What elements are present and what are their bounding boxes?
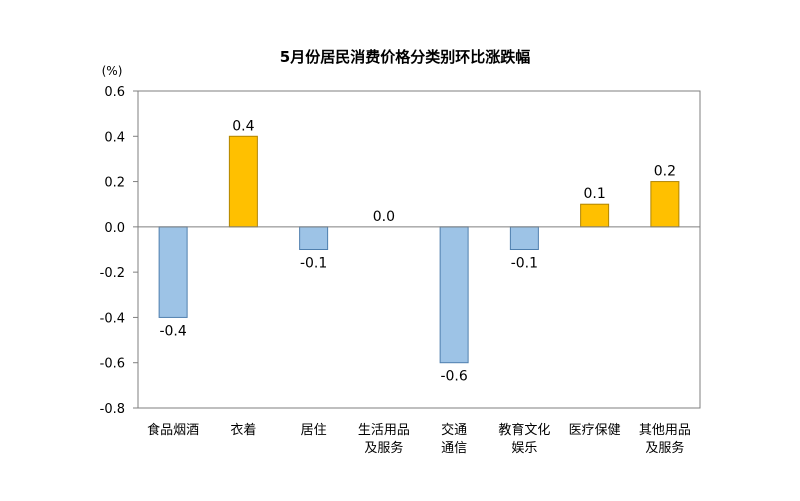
category-label: 及服务	[364, 440, 403, 456]
y-tick-label: -0.8	[100, 402, 125, 417]
bar	[158, 226, 188, 318]
data-label: 0.1	[583, 186, 605, 202]
data-label: 0.4	[232, 118, 254, 134]
data-label: -0.4	[159, 323, 186, 339]
y-tick-label: -0.4	[100, 311, 125, 326]
category-label: 居住	[301, 423, 327, 438]
plot-area	[137, 90, 701, 409]
bar	[580, 203, 610, 228]
category-label: 医疗保健	[569, 423, 621, 438]
category-label: 通信	[441, 441, 467, 456]
data-label: -0.1	[511, 256, 538, 272]
data-label: 0.2	[654, 164, 676, 180]
category-label: 生活用品	[358, 423, 410, 438]
bar	[439, 226, 469, 364]
y-tick-label: -0.2	[100, 266, 125, 281]
category-label: 娱乐	[511, 441, 537, 456]
data-label: 0.0	[373, 209, 395, 225]
y-tick-label: 0.6	[104, 85, 125, 100]
category-label: 交通	[441, 422, 467, 438]
bar	[509, 226, 539, 251]
category-label: 及服务	[645, 440, 684, 456]
category-label: 其他用品	[639, 423, 691, 438]
y-tick-label: -0.6	[100, 357, 125, 372]
category-label: 食品烟酒	[147, 422, 199, 438]
y-tick-label: 0.4	[104, 130, 125, 145]
bar	[228, 135, 258, 228]
y-tick-label: 0.2	[104, 176, 125, 191]
y-tick-label: 0.0	[104, 221, 125, 236]
y-axis-unit: (%)	[102, 64, 123, 78]
category-label: 教育文化	[498, 422, 550, 438]
chart-title: 5月份居民消费价格分类别环比涨跌幅	[280, 48, 530, 66]
data-label: -0.6	[440, 369, 467, 385]
bar	[299, 226, 329, 251]
category-label: 衣着	[230, 422, 256, 438]
bar	[650, 181, 680, 228]
data-label: -0.1	[300, 256, 327, 272]
